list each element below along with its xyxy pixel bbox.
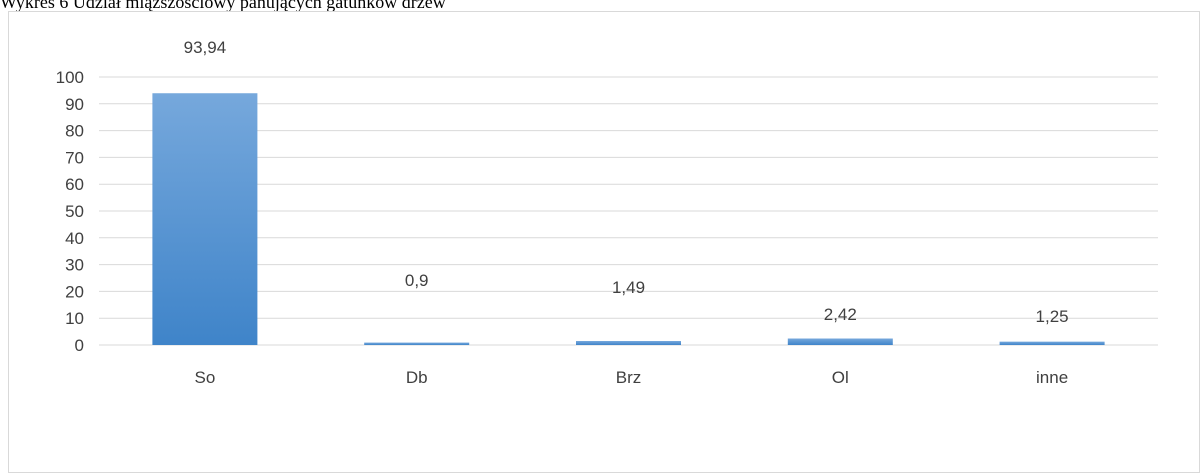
chart-caption: Wykres 6 Udział miąższościowy panujących… — [0, 0, 446, 12]
bar-inne — [999, 341, 1105, 345]
y-tick-label: 50 — [65, 202, 84, 221]
bar-db — [364, 342, 470, 345]
y-tick-label: 80 — [65, 122, 84, 141]
data-label: 1,25 — [1036, 307, 1069, 326]
x-category-label: inne — [1036, 368, 1068, 387]
y-tick-label: 100 — [56, 68, 84, 87]
y-tick-label: 90 — [65, 95, 84, 114]
data-label: 93,94 — [184, 38, 227, 57]
bars — [152, 93, 1105, 345]
x-category-label: So — [195, 368, 216, 387]
y-tick-label: 60 — [65, 175, 84, 194]
x-category-label: Db — [406, 368, 428, 387]
category-labels: So Db Brz Ol inne — [195, 368, 1069, 387]
x-category-label: Ol — [832, 368, 849, 387]
bar-ol — [787, 338, 893, 345]
y-tick-label: 30 — [65, 256, 84, 275]
y-tick-label: 20 — [65, 282, 84, 301]
data-labels: 93,94 0,9 1,49 2,42 1,25 — [184, 38, 1069, 326]
gridlines — [99, 76, 1158, 346]
bar-so — [152, 93, 258, 345]
y-tick-label: 10 — [65, 309, 84, 328]
y-tick-label: 0 — [75, 336, 84, 355]
data-label: 1,49 — [612, 278, 645, 297]
bar-brz — [576, 341, 681, 345]
data-label: 0,9 — [405, 271, 429, 290]
y-tick-label: 70 — [65, 148, 84, 167]
y-tick-label: 40 — [65, 229, 84, 248]
data-label: 2,42 — [824, 305, 857, 324]
x-category-label: Brz — [616, 368, 642, 387]
y-axis-ticks: 0 10 20 30 40 50 60 70 80 90 100 — [56, 68, 84, 355]
